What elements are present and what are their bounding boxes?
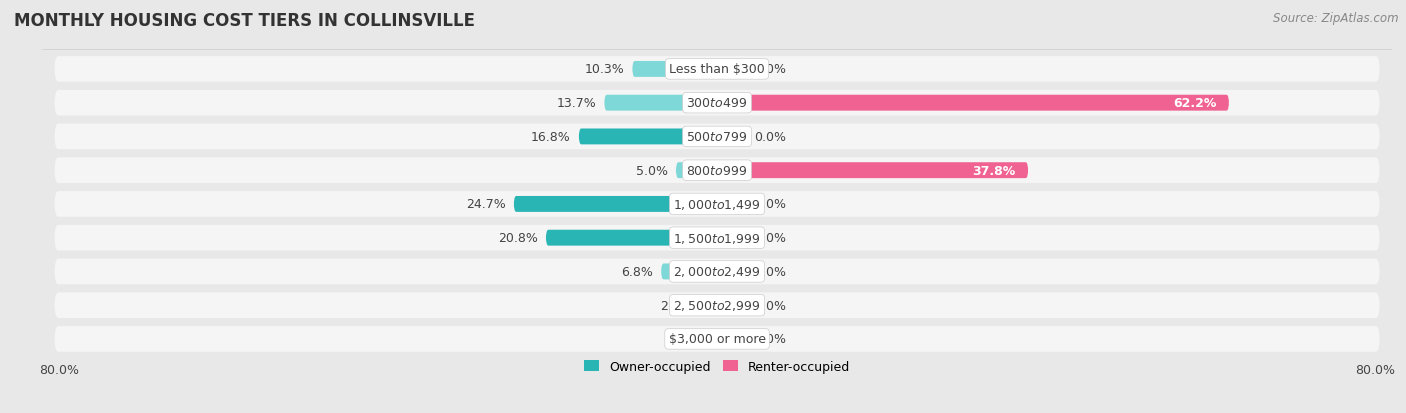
Text: $1,500 to $1,999: $1,500 to $1,999 bbox=[673, 231, 761, 245]
Text: $500 to $799: $500 to $799 bbox=[686, 131, 748, 144]
FancyBboxPatch shape bbox=[513, 197, 717, 212]
FancyBboxPatch shape bbox=[717, 230, 745, 246]
FancyBboxPatch shape bbox=[717, 95, 1229, 112]
FancyBboxPatch shape bbox=[717, 331, 745, 347]
Text: $1,000 to $1,499: $1,000 to $1,499 bbox=[673, 197, 761, 211]
Text: 16.8%: 16.8% bbox=[531, 131, 571, 144]
FancyBboxPatch shape bbox=[717, 264, 745, 280]
Text: 10.3%: 10.3% bbox=[585, 63, 624, 76]
FancyBboxPatch shape bbox=[55, 57, 1379, 83]
FancyBboxPatch shape bbox=[546, 230, 717, 246]
Text: $300 to $499: $300 to $499 bbox=[686, 97, 748, 110]
Text: 37.8%: 37.8% bbox=[973, 164, 1015, 177]
Text: 0.0%: 0.0% bbox=[754, 131, 786, 144]
FancyBboxPatch shape bbox=[717, 163, 1028, 179]
Text: 24.7%: 24.7% bbox=[465, 198, 506, 211]
Text: Source: ZipAtlas.com: Source: ZipAtlas.com bbox=[1274, 12, 1399, 25]
FancyBboxPatch shape bbox=[661, 264, 717, 280]
FancyBboxPatch shape bbox=[676, 163, 717, 179]
FancyBboxPatch shape bbox=[717, 197, 745, 212]
Text: 0.0%: 0.0% bbox=[672, 332, 704, 346]
FancyBboxPatch shape bbox=[717, 62, 745, 78]
FancyBboxPatch shape bbox=[55, 124, 1379, 150]
FancyBboxPatch shape bbox=[633, 62, 717, 78]
FancyBboxPatch shape bbox=[700, 297, 717, 313]
FancyBboxPatch shape bbox=[55, 90, 1379, 116]
Text: 20.8%: 20.8% bbox=[498, 232, 537, 244]
Text: 0.0%: 0.0% bbox=[754, 232, 786, 244]
Text: $2,000 to $2,499: $2,000 to $2,499 bbox=[673, 265, 761, 279]
FancyBboxPatch shape bbox=[55, 326, 1379, 352]
Text: 5.0%: 5.0% bbox=[636, 164, 668, 177]
FancyBboxPatch shape bbox=[579, 129, 717, 145]
Text: $800 to $999: $800 to $999 bbox=[686, 164, 748, 177]
Text: $2,500 to $2,999: $2,500 to $2,999 bbox=[673, 299, 761, 312]
FancyBboxPatch shape bbox=[717, 129, 745, 145]
Text: 0.0%: 0.0% bbox=[754, 265, 786, 278]
FancyBboxPatch shape bbox=[55, 225, 1379, 251]
Text: 0.0%: 0.0% bbox=[754, 332, 786, 346]
Text: MONTHLY HOUSING COST TIERS IN COLLINSVILLE: MONTHLY HOUSING COST TIERS IN COLLINSVIL… bbox=[14, 12, 475, 30]
Text: 0.0%: 0.0% bbox=[754, 198, 786, 211]
Text: 62.2%: 62.2% bbox=[1173, 97, 1216, 110]
Text: 2.0%: 2.0% bbox=[661, 299, 692, 312]
Legend: Owner-occupied, Renter-occupied: Owner-occupied, Renter-occupied bbox=[579, 355, 855, 378]
FancyBboxPatch shape bbox=[55, 158, 1379, 183]
FancyBboxPatch shape bbox=[55, 259, 1379, 285]
Text: 0.0%: 0.0% bbox=[754, 63, 786, 76]
FancyBboxPatch shape bbox=[717, 297, 745, 313]
Text: 13.7%: 13.7% bbox=[557, 97, 596, 110]
Text: 0.0%: 0.0% bbox=[754, 299, 786, 312]
Text: $3,000 or more: $3,000 or more bbox=[669, 332, 765, 346]
FancyBboxPatch shape bbox=[55, 192, 1379, 217]
Text: 6.8%: 6.8% bbox=[621, 265, 652, 278]
FancyBboxPatch shape bbox=[605, 95, 717, 112]
FancyBboxPatch shape bbox=[55, 293, 1379, 318]
Text: Less than $300: Less than $300 bbox=[669, 63, 765, 76]
